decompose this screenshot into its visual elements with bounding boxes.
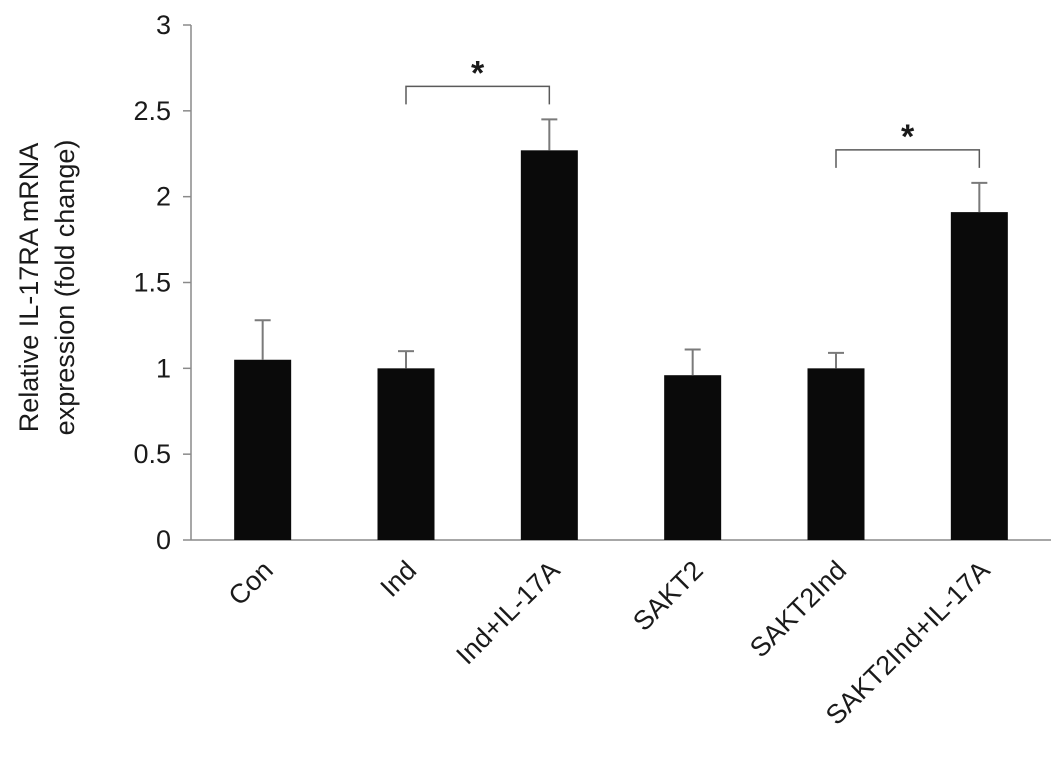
error-bars xyxy=(254,118,988,376)
y-tick-label: 2.5 xyxy=(133,96,171,126)
bar xyxy=(807,368,865,540)
bar xyxy=(234,359,292,540)
significance-bracket: * xyxy=(405,54,551,105)
error-bar xyxy=(971,181,988,213)
bars xyxy=(234,150,1008,541)
error-bar xyxy=(398,350,414,369)
bar xyxy=(377,368,435,540)
y-axis-title-line: Relative IL-17RA mRNA xyxy=(14,143,44,433)
y-tick-label: 3 xyxy=(156,10,171,40)
y-tick-label: 0.5 xyxy=(133,439,171,469)
x-category-label: Ind xyxy=(374,555,422,603)
bar xyxy=(520,150,578,541)
y-tick-label: 1.5 xyxy=(133,268,171,298)
axes xyxy=(183,24,1051,541)
y-tick-labels: 0 0.5 1 1.5 2 2.5 3 xyxy=(133,10,171,555)
y-tick-label: 1 xyxy=(156,353,171,383)
x-category-labels: Con Ind Ind+IL-17A SAKT2 SAKT2IndSAKT2Ind+IL… xyxy=(223,555,996,731)
error-bar xyxy=(541,118,558,151)
x-category-label: Con xyxy=(223,555,279,611)
y-axis-title-line: expression (fold change) xyxy=(50,140,80,436)
x-category-label: SAKT2Ind xyxy=(744,555,852,663)
error-bar xyxy=(828,351,844,369)
x-category-label: Ind+IL-17A xyxy=(450,555,565,670)
y-tick-label: 0 xyxy=(156,525,171,555)
bar xyxy=(950,212,1008,540)
error-bar xyxy=(254,319,271,360)
x-category-label: SAKT2 xyxy=(627,555,709,637)
significance-star: * xyxy=(471,54,485,92)
y-tick-label: 2 xyxy=(156,182,171,212)
bar xyxy=(664,375,722,540)
significance-bracket: * xyxy=(835,118,981,168)
y-axis-title: Relative IL-17RA mRNA expression (fold ch… xyxy=(14,140,80,436)
significance-markers: ** xyxy=(405,54,981,168)
error-bar xyxy=(684,348,701,376)
significance-star: * xyxy=(901,118,915,156)
